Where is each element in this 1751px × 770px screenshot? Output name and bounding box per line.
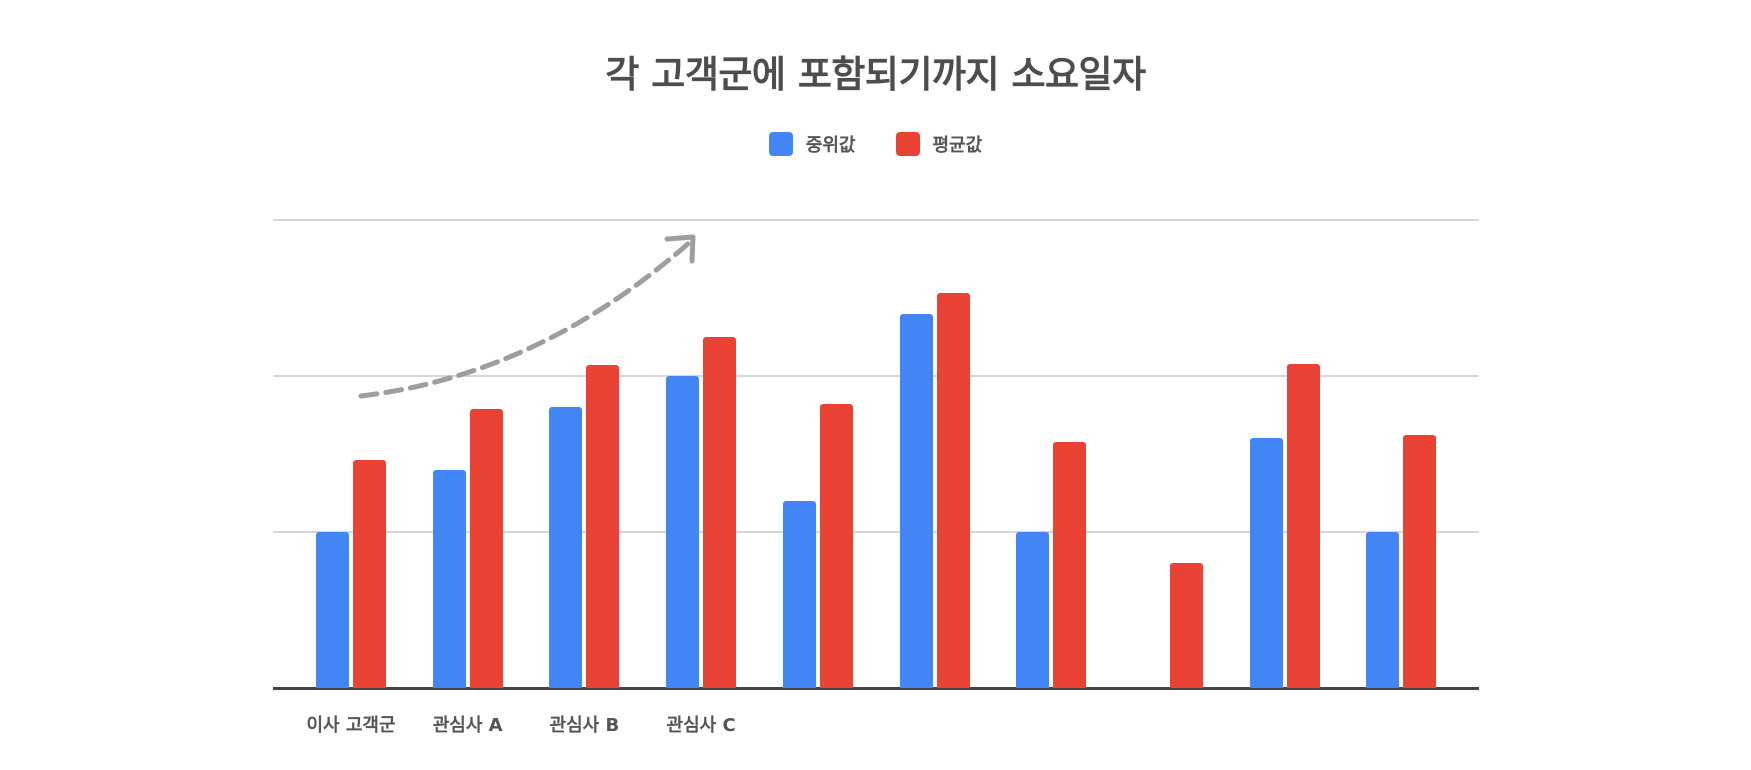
bar-median — [549, 407, 583, 688]
legend-label-mean: 평균값 — [932, 135, 983, 156]
legend-item-median: 중위값 — [768, 131, 856, 157]
x-axis-label: 관심사 A — [432, 715, 503, 736]
bar-median — [1366, 532, 1400, 688]
bar-median — [432, 469, 466, 688]
bar-median — [1016, 532, 1050, 688]
legend-swatch-mean — [895, 132, 920, 156]
bar-mean — [819, 404, 853, 688]
bar-mean — [353, 460, 386, 688]
bar-median — [316, 532, 349, 688]
x-axis-label: 관심사 B — [549, 715, 620, 736]
bar-mean — [586, 365, 620, 688]
legend-label-median: 중위값 — [805, 135, 856, 156]
gridline — [273, 375, 1479, 377]
x-axis-line — [273, 687, 1479, 690]
plot-area — [273, 219, 1479, 690]
bar-mean — [936, 293, 970, 688]
bar-mean — [1169, 563, 1203, 688]
legend: 중위값 평균값 — [0, 131, 1751, 157]
gridline — [273, 531, 1479, 533]
legend-item-mean: 평균값 — [895, 131, 983, 157]
bar-median — [666, 376, 700, 688]
gridline — [273, 219, 1479, 221]
bar-median — [899, 313, 933, 688]
legend-swatch-median — [768, 132, 793, 156]
bar-mean — [1403, 435, 1437, 688]
x-axis-label: 이사 고객군 — [306, 715, 396, 736]
bar-median — [782, 500, 816, 688]
bar-mean — [1286, 363, 1320, 688]
bar-median — [1249, 438, 1283, 688]
bar-mean — [703, 337, 737, 688]
bar-mean — [469, 408, 503, 688]
x-axis-label: 관심사 C — [666, 715, 736, 736]
bar-mean — [1053, 441, 1087, 688]
chart-title: 각 고객군에 포함되기까지 소요일자 — [605, 53, 1146, 96]
